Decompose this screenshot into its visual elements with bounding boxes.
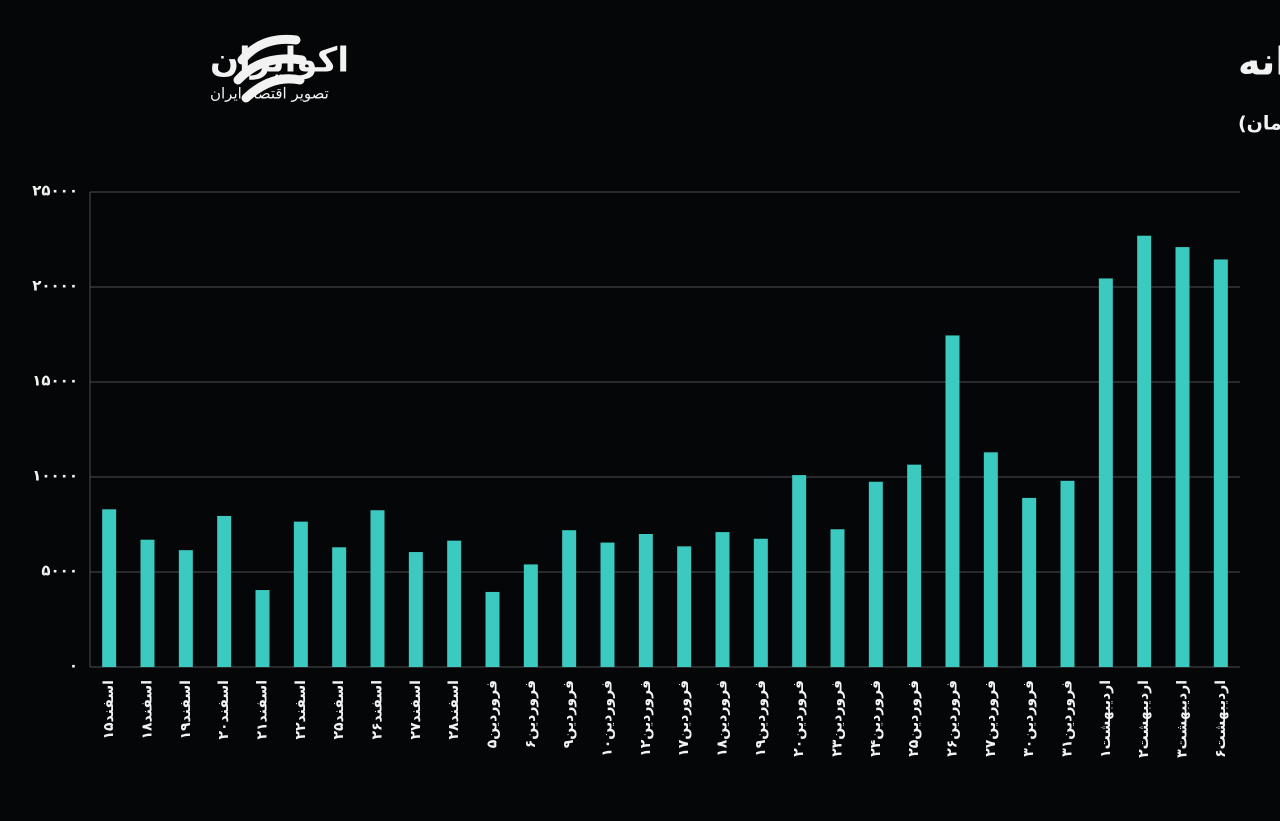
bar	[868, 481, 883, 667]
x-tick-label: فروردین۲۶	[945, 680, 961, 757]
x-tick-label: فروردین۳۱	[1060, 680, 1076, 757]
y-tick-label: ۵۰۰۰	[41, 562, 78, 580]
bar	[600, 542, 615, 667]
x-tick-label: فروردین۱۰	[600, 680, 616, 757]
y-tick-label: ۱۰۰۰۰	[32, 467, 78, 485]
bar	[1060, 480, 1075, 667]
bar	[102, 509, 117, 667]
x-tick-label: فروردین۳۰	[1021, 680, 1037, 757]
bar	[945, 335, 960, 667]
x-tick-label: فروردین۲۳	[830, 680, 846, 757]
x-tick-label: اسفند۲۱	[255, 680, 271, 740]
bar	[217, 515, 232, 667]
bar	[408, 552, 423, 667]
bar	[140, 539, 155, 667]
x-tick-label: اسفند۲۰	[216, 680, 232, 740]
x-tick-label: فروردین۱۸	[715, 680, 731, 757]
x-tick-label: اسفند۱۵	[101, 680, 117, 740]
bar	[1175, 247, 1190, 667]
x-tick-label: فروردین۶	[523, 680, 539, 748]
bar	[792, 475, 807, 667]
x-tick-label: فروردین۲۴	[868, 680, 884, 757]
x-tick-label: اسفند۱۸	[140, 680, 156, 740]
bar	[293, 521, 308, 667]
logo-icon	[233, 34, 307, 103]
x-tick-label: فروردین۲۵	[906, 680, 922, 757]
x-tick-label: اردیبهشت۲	[1136, 680, 1152, 758]
x-tick-label: اسفند۲۷	[408, 680, 424, 740]
x-tick-label: اسفند۲۲	[293, 680, 309, 740]
y-tick-label: ۰	[69, 657, 78, 675]
bar	[638, 534, 653, 667]
x-tick-label: فروردین۹	[561, 680, 577, 748]
bar	[1098, 278, 1113, 667]
x-tick-label: اردیبهشت۱	[1098, 680, 1114, 758]
bar	[447, 540, 462, 667]
bar	[830, 529, 845, 667]
bar	[1022, 497, 1037, 667]
x-tick-label: اردیبهشت۳	[1175, 680, 1191, 758]
x-tick-label: اسفند۱۹	[178, 680, 194, 740]
logo-tagline: تصویر اقتصاد ایران	[210, 85, 329, 103]
y-tick-label: ۱۵۰۰۰	[32, 372, 78, 390]
logo-name: اکوایران	[210, 41, 349, 81]
x-tick-label: اردیبهشت۶	[1213, 680, 1229, 758]
bar	[523, 564, 538, 667]
bar	[562, 530, 577, 667]
bar	[332, 547, 347, 667]
bar	[370, 510, 385, 667]
bar	[677, 546, 692, 667]
chart-subtitle: (واحد: میلیارد تومان)	[1238, 113, 1280, 135]
bar	[715, 532, 730, 667]
x-tick-label: فروردین۲۷	[983, 680, 999, 757]
x-tick-label: فروردین۱۲	[638, 680, 654, 757]
x-tick-label: اسفند۲۸	[446, 680, 462, 740]
bar	[1137, 235, 1152, 667]
bar	[485, 591, 500, 667]
x-tick-label: فروردین۲۰	[791, 680, 807, 757]
x-tick-label: اسفند۲۵	[331, 680, 347, 740]
x-tick-label: اسفند۲۶	[370, 680, 386, 740]
chart-title: روند ارزش معاملات خرد روزانه	[1238, 40, 1280, 85]
bar	[255, 590, 270, 667]
y-tick-label: ۲۰۰۰۰	[32, 277, 78, 295]
bar	[178, 550, 193, 667]
bar	[983, 452, 998, 667]
x-tick-label: فروردین۱۹	[753, 680, 769, 757]
x-tick-label: فروردین۵	[485, 680, 501, 748]
bar	[753, 538, 768, 667]
y-tick-label: ۲۵۰۰۰	[32, 182, 78, 200]
x-tick-label: فروردین۱۷	[676, 680, 692, 757]
bar	[1213, 259, 1228, 667]
bar	[907, 464, 922, 667]
